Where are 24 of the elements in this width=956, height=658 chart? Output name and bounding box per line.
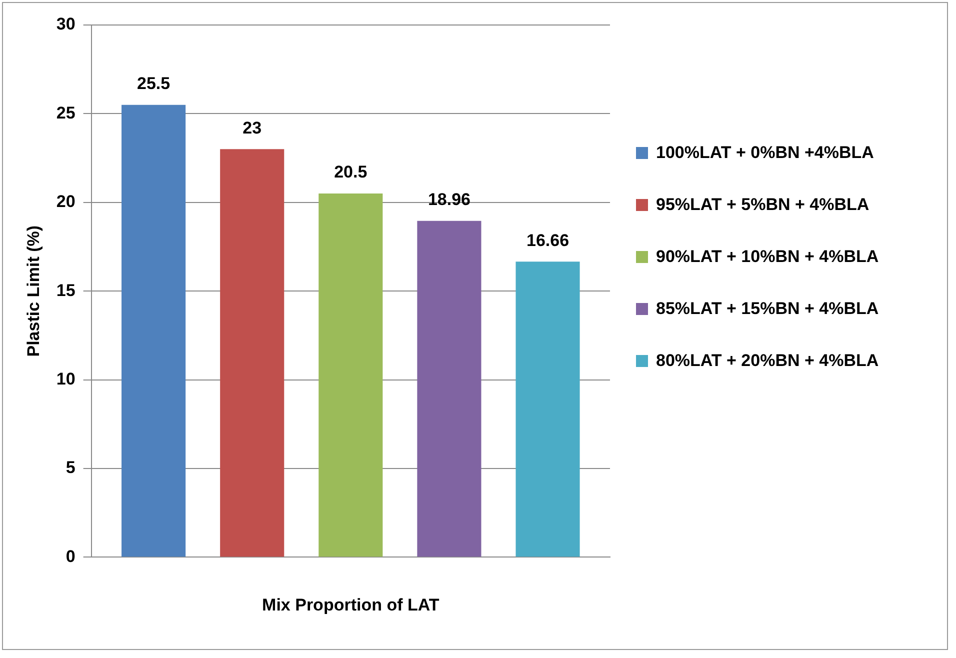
y-tick-label: 15	[56, 280, 76, 300]
y-tick-label: 0	[66, 546, 76, 566]
x-axis-title: Mix Proportion of LAT	[262, 595, 440, 614]
y-axis-title: Plastic Limit (%)	[24, 225, 43, 357]
y-tick-label: 30	[56, 14, 76, 34]
data-label: 20.5	[334, 162, 368, 182]
data-label: 16.66	[526, 230, 570, 250]
y-tick-label: 10	[56, 369, 76, 388]
y-tick-label: 25	[56, 103, 76, 122]
data-label: 23	[242, 118, 262, 138]
bar	[318, 194, 383, 557]
bar	[516, 262, 580, 557]
y-tick-label: 5	[66, 458, 76, 478]
data-label: 25.5	[137, 74, 170, 94]
data-label: 18.96	[428, 190, 470, 210]
bar	[417, 220, 482, 557]
legend-label: 100%LAT + 0%BN +4%BLA	[656, 142, 875, 164]
legend-label: 85%LAT + 15%BN + 4%BLA	[656, 298, 880, 320]
legend-label: 95%LAT + 5%BN + 4%BLA	[656, 194, 870, 216]
bar	[220, 149, 284, 557]
legend-label: 80%LAT + 20%BN + 4%BLA	[656, 350, 880, 372]
legend-label: 90%LAT + 10%BN + 4%BLA	[656, 246, 880, 268]
bar	[122, 104, 186, 557]
y-tick-label: 20	[56, 192, 76, 212]
